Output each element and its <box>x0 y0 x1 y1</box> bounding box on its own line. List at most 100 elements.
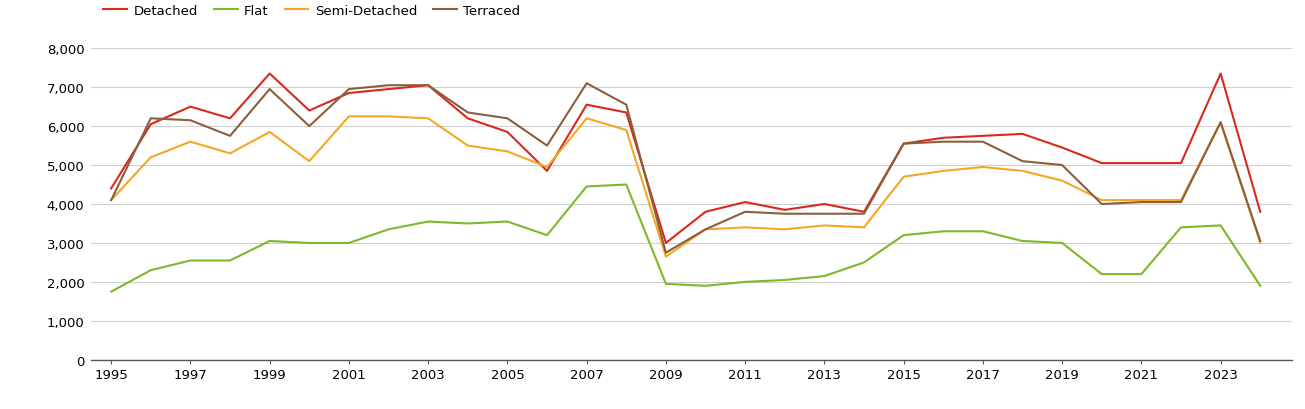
Flat <box>619 182 634 187</box>
Detached <box>698 210 714 215</box>
Terraced <box>1253 239 1268 244</box>
Semi-Detached <box>262 130 278 135</box>
Semi-Detached <box>619 128 634 133</box>
Terraced <box>301 124 317 129</box>
Semi-Detached <box>1253 241 1268 246</box>
Terraced <box>459 111 475 116</box>
Flat <box>936 229 951 234</box>
Terraced <box>936 140 951 145</box>
Detached <box>975 134 990 139</box>
Semi-Detached <box>500 150 515 155</box>
Semi-Detached <box>936 169 951 174</box>
Detached <box>420 83 436 88</box>
Flat <box>975 229 990 234</box>
Line: Detached: Detached <box>111 74 1261 243</box>
Semi-Detached <box>539 165 555 170</box>
Detached <box>619 111 634 116</box>
Semi-Detached <box>1173 198 1189 203</box>
Terraced <box>1054 163 1070 168</box>
Flat <box>222 258 238 263</box>
Flat <box>1094 272 1109 277</box>
Terraced <box>1015 159 1031 164</box>
Semi-Detached <box>658 254 673 259</box>
Semi-Detached <box>1134 198 1150 203</box>
Detached <box>301 109 317 114</box>
Semi-Detached <box>1054 179 1070 184</box>
Flat <box>539 233 555 238</box>
Detached <box>776 208 792 213</box>
Semi-Detached <box>698 227 714 232</box>
Semi-Detached <box>381 115 397 119</box>
Semi-Detached <box>183 140 198 145</box>
Terraced <box>737 210 753 215</box>
Detached <box>658 241 673 246</box>
Detached <box>222 117 238 121</box>
Detached <box>1134 161 1150 166</box>
Semi-Detached <box>1094 198 1109 203</box>
Flat <box>420 220 436 225</box>
Detached <box>1173 161 1189 166</box>
Semi-Detached <box>579 117 595 121</box>
Detached <box>737 200 753 205</box>
Terraced <box>539 144 555 149</box>
Detached <box>500 130 515 135</box>
Terraced <box>144 117 159 121</box>
Semi-Detached <box>144 155 159 160</box>
Flat <box>103 290 119 294</box>
Detached <box>1015 132 1031 137</box>
Detached <box>183 105 198 110</box>
Line: Flat: Flat <box>111 185 1261 292</box>
Detached <box>1054 146 1070 151</box>
Semi-Detached <box>420 117 436 121</box>
Flat <box>698 284 714 289</box>
Flat <box>1212 223 1228 228</box>
Terraced <box>500 117 515 121</box>
Detached <box>341 91 356 96</box>
Terraced <box>341 88 356 92</box>
Detached <box>817 202 833 207</box>
Terraced <box>1212 120 1228 125</box>
Terraced <box>658 251 673 256</box>
Detached <box>539 169 555 174</box>
Flat <box>1173 225 1189 230</box>
Detached <box>579 103 595 108</box>
Flat <box>459 222 475 227</box>
Terraced <box>895 142 911 147</box>
Terraced <box>381 83 397 88</box>
Semi-Detached <box>1015 169 1031 174</box>
Terraced <box>262 88 278 92</box>
Terraced <box>856 212 872 217</box>
Terraced <box>975 140 990 145</box>
Terraced <box>776 212 792 217</box>
Semi-Detached <box>222 151 238 156</box>
Flat <box>776 278 792 283</box>
Terraced <box>420 83 436 88</box>
Detached <box>381 88 397 92</box>
Flat <box>856 260 872 265</box>
Line: Terraced: Terraced <box>111 84 1261 253</box>
Flat <box>500 220 515 225</box>
Flat <box>579 184 595 189</box>
Flat <box>658 282 673 287</box>
Detached <box>1253 210 1268 215</box>
Flat <box>1134 272 1150 277</box>
Terraced <box>183 119 198 124</box>
Terraced <box>222 134 238 139</box>
Flat <box>301 241 317 246</box>
Terraced <box>579 81 595 86</box>
Flat <box>895 233 911 238</box>
Legend: Detached, Flat, Semi-Detached, Terraced: Detached, Flat, Semi-Detached, Terraced <box>98 0 526 23</box>
Detached <box>459 117 475 121</box>
Detached <box>262 72 278 77</box>
Semi-Detached <box>776 227 792 232</box>
Semi-Detached <box>817 223 833 228</box>
Terraced <box>1134 200 1150 205</box>
Semi-Detached <box>1212 120 1228 125</box>
Semi-Detached <box>103 198 119 203</box>
Semi-Detached <box>301 159 317 164</box>
Flat <box>1253 284 1268 289</box>
Semi-Detached <box>975 165 990 170</box>
Flat <box>737 280 753 285</box>
Semi-Detached <box>341 115 356 119</box>
Line: Semi-Detached: Semi-Detached <box>111 117 1261 257</box>
